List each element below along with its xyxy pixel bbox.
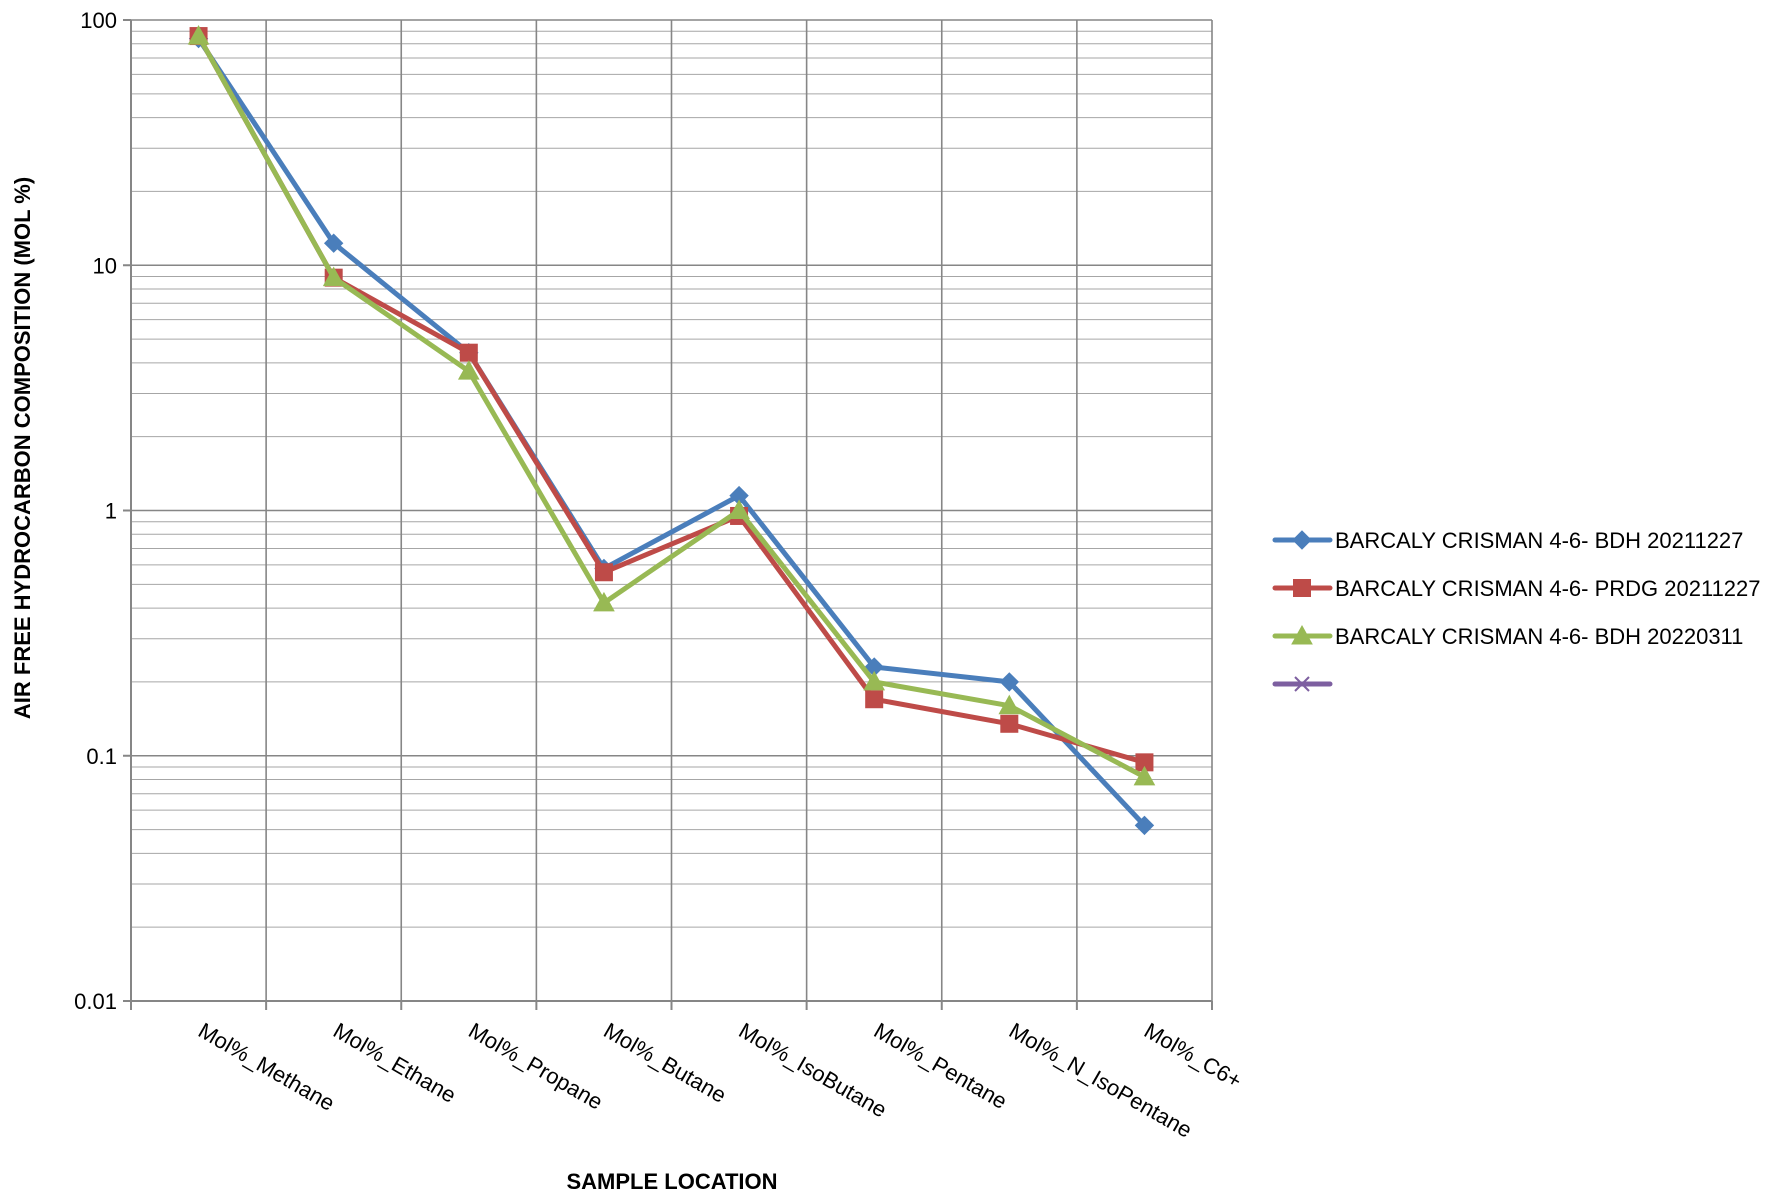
y-tick-label: 0.01 bbox=[74, 989, 117, 1014]
data-point bbox=[1134, 815, 1155, 836]
legend-marker bbox=[1291, 624, 1313, 645]
data-point bbox=[459, 343, 478, 362]
data-point bbox=[593, 591, 615, 612]
data-point bbox=[998, 694, 1021, 715]
x-tick-label: Mol%_Methane bbox=[194, 1018, 339, 1116]
x-axis-title: SAMPLE LOCATION bbox=[566, 1169, 777, 1194]
data-point bbox=[594, 563, 613, 582]
data-point bbox=[322, 266, 345, 287]
y-axis-title: AIR FREE HYDROCARBON COMPOSITION (MOL %) bbox=[10, 177, 35, 719]
data-point bbox=[187, 25, 210, 45]
x-tick-label: Mol%_IsoButane bbox=[735, 1018, 892, 1123]
data-point bbox=[728, 499, 750, 519]
legend-marker bbox=[1293, 579, 1311, 597]
legend-item: BARCALY CRISMAN 4-6- BDH 20211227 bbox=[1272, 528, 1743, 553]
data-point bbox=[323, 233, 344, 253]
y-tick-label: 10 bbox=[93, 253, 117, 278]
legend-label: BARCALY CRISMAN 4-6- BDH 20211227 bbox=[1335, 528, 1743, 553]
series-layer bbox=[187, 25, 1156, 836]
data-point bbox=[999, 672, 1020, 692]
y-tick-label: 0.1 bbox=[86, 744, 117, 769]
legend-item: BARCALY CRISMAN 4-6- BDH 20220311 bbox=[1272, 624, 1743, 649]
y-tick-label: 100 bbox=[80, 8, 117, 33]
x-tick-label: Mol%_Butane bbox=[599, 1018, 730, 1108]
data-point bbox=[1133, 765, 1156, 786]
series-line bbox=[196, 33, 1147, 780]
series-3 bbox=[187, 25, 1156, 786]
x-tick-label: Mol%_Ethane bbox=[329, 1018, 460, 1108]
data-point bbox=[1000, 714, 1019, 733]
marker-stroke bbox=[1294, 676, 1310, 692]
grid bbox=[131, 19, 1213, 1002]
x-tick-label: Mol%_Propane bbox=[464, 1018, 607, 1115]
legend-marker bbox=[1292, 530, 1312, 550]
data-point bbox=[863, 670, 886, 691]
legend-label: BARCALY CRISMAN 4-6- BDH 20220311 bbox=[1335, 624, 1743, 649]
legend-item: BARCALY CRISMAN 4-6- PRDG 20211227 bbox=[1272, 576, 1761, 601]
legend-label: BARCALY CRISMAN 4-6- PRDG 20211227 bbox=[1335, 576, 1761, 601]
series-2 bbox=[189, 27, 1154, 772]
series-line bbox=[196, 36, 1147, 828]
legend: BARCALY CRISMAN 4-6- BDH 20211227 BARCALY… bbox=[1272, 528, 1761, 692]
x-tick-label: Mol%_Pentane bbox=[870, 1018, 1012, 1114]
series-line bbox=[196, 33, 1147, 765]
legend-marker bbox=[1294, 676, 1310, 692]
x-tick-label: Mol%_C6+ bbox=[1140, 1018, 1246, 1094]
y-tick-label: 1 bbox=[105, 499, 117, 524]
data-point bbox=[865, 690, 884, 709]
data-point bbox=[457, 360, 480, 380]
legend-item bbox=[1272, 676, 1333, 692]
